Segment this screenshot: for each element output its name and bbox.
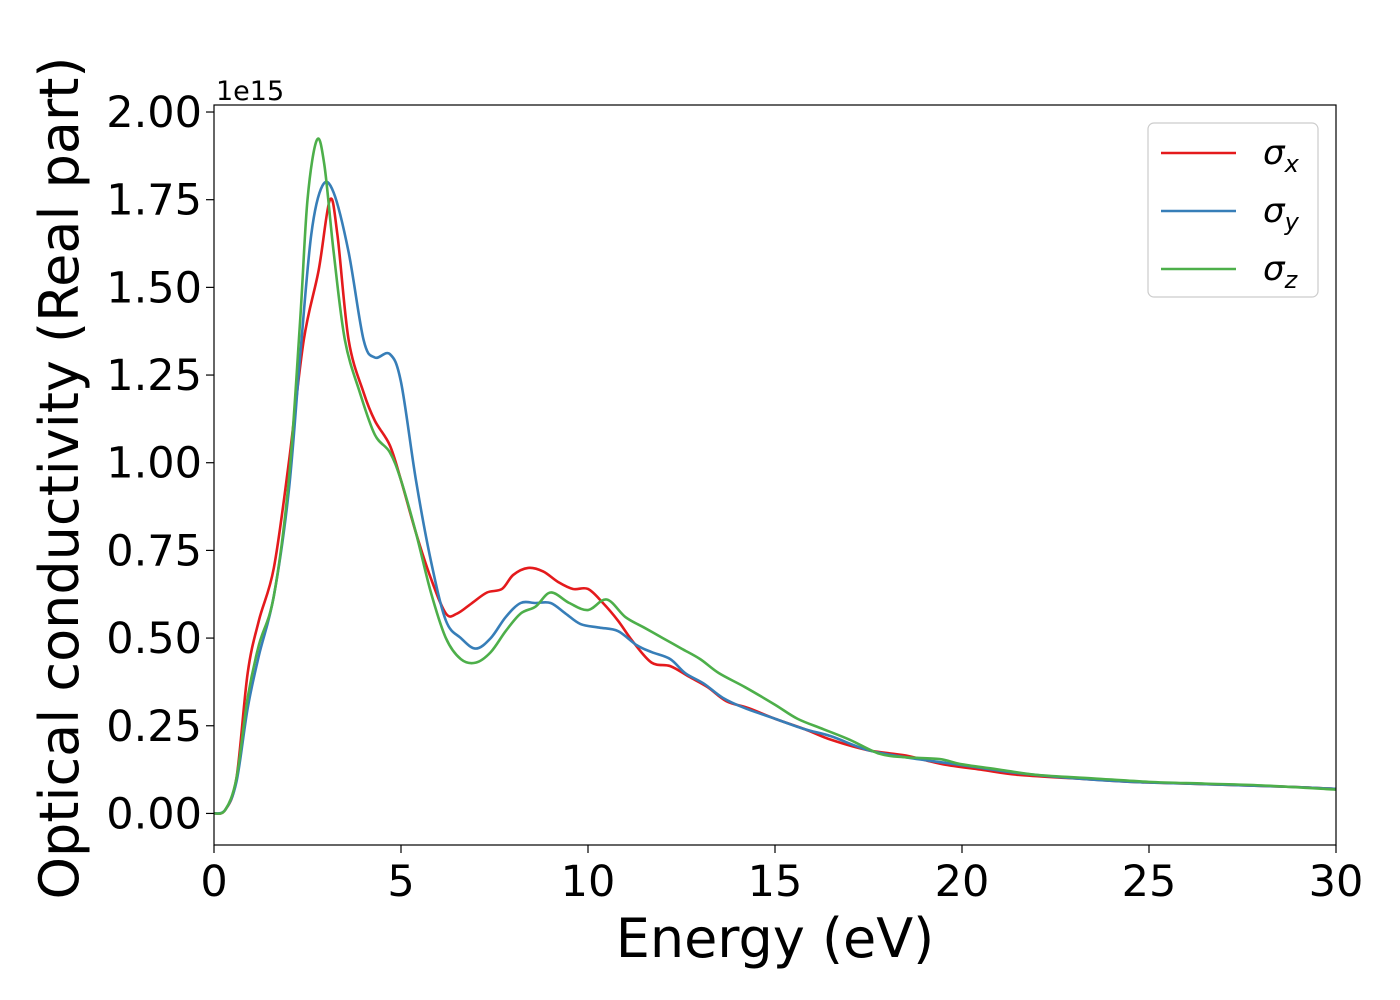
series-lines — [213, 137, 1337, 815]
series-line-z — [213, 137, 1337, 815]
x-tick-label: 5 — [387, 857, 414, 907]
x-tick-label: 15 — [748, 857, 803, 907]
y-tick-label: 1.25 — [106, 351, 202, 401]
y-tick-label: 1.50 — [106, 263, 202, 313]
y-tick-label: 0.25 — [106, 702, 202, 752]
y-tick-label: 1.00 — [106, 439, 202, 489]
y-axis: 0.00 0.25 0.50 0.75 1.00 1.25 1.50 1.75 2.00 — [106, 88, 214, 839]
x-tick-label: 30 — [1309, 857, 1364, 907]
x-tick-label: 25 — [1122, 857, 1177, 907]
y-tick-label: 2.00 — [106, 88, 202, 138]
x-axis: 0 5 10 15 20 25 30 — [200, 845, 1363, 907]
y-tick-label: 0.50 — [106, 614, 202, 664]
y-axis-title: Optical conductivity (Real part) — [28, 57, 91, 900]
x-tick-label: 0 — [200, 857, 227, 907]
y-offset-label: 1e15 — [216, 76, 284, 107]
y-tick-label: 1.75 — [106, 176, 202, 226]
x-tick-label: 10 — [561, 857, 616, 907]
x-axis-title: Energy (eV) — [616, 907, 935, 970]
y-tick-label: 0.75 — [106, 526, 202, 576]
x-tick-label: 20 — [935, 857, 990, 907]
y-tick-label: 0.00 — [106, 789, 202, 839]
